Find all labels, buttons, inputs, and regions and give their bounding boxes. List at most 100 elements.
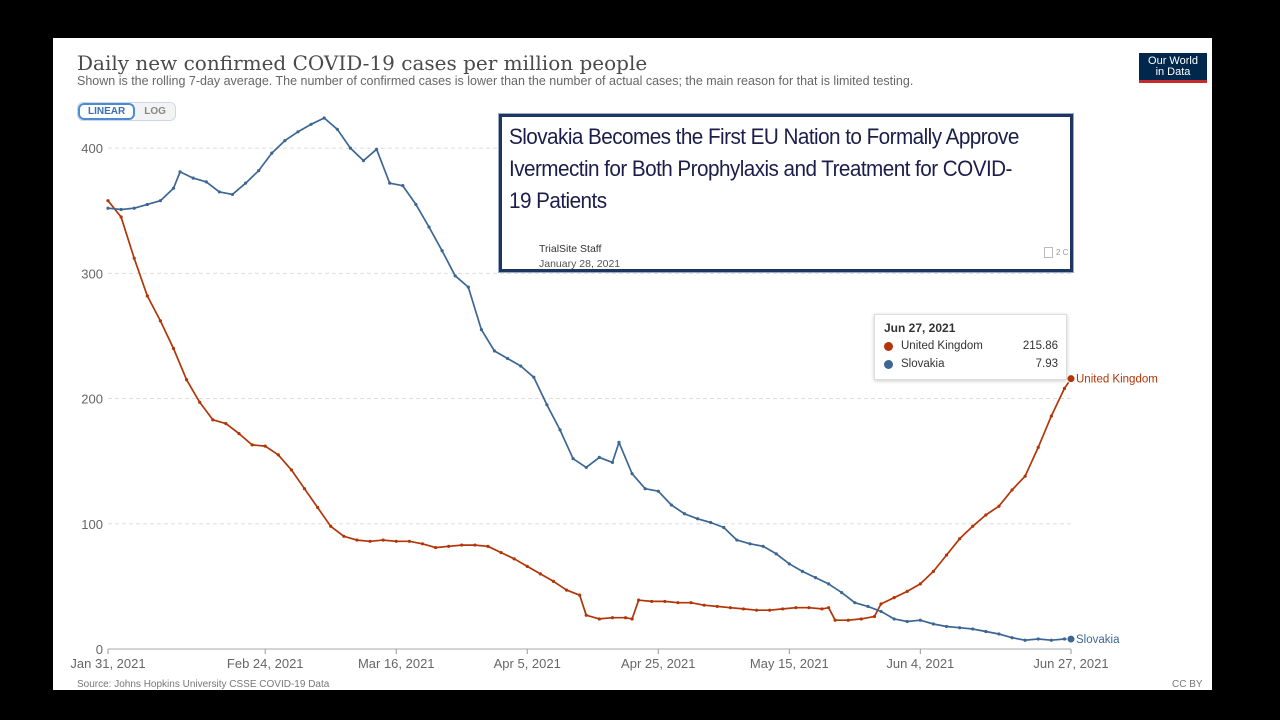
data-point-united-kingdom-63 <box>892 596 896 600</box>
data-point-united-kingdom-13 <box>276 453 280 457</box>
data-point-united-kingdom-11 <box>250 443 254 447</box>
data-point-slovakia-39 <box>610 460 615 465</box>
data-point-united-kingdom-68 <box>958 537 962 541</box>
data-point-slovakia-36 <box>571 457 575 461</box>
data-point-slovakia-33 <box>532 375 536 379</box>
data-point-slovakia-10 <box>230 192 235 197</box>
source-note: Source: Johns Hopkins University CSSE CO… <box>77 679 330 690</box>
news-author: TrialSite Staff <box>539 243 602 255</box>
data-point-slovakia-46 <box>695 517 700 521</box>
series-line-slovakia <box>107 117 1072 642</box>
data-point-united-kingdom-6 <box>185 378 189 382</box>
data-point-united-kingdom-21 <box>381 538 385 542</box>
data-point-united-kingdom-32 <box>525 564 529 568</box>
data-point-united-kingdom-55 <box>807 606 811 610</box>
data-point-united-kingdom-24 <box>420 542 425 546</box>
comment-count: 2 C <box>1056 248 1069 257</box>
data-point-slovakia-31 <box>506 356 510 361</box>
slovakia-legend-dot <box>884 359 893 369</box>
data-point-united-kingdom-39 <box>610 616 615 620</box>
data-point-slovakia-56 <box>827 582 831 586</box>
data-point-united-kingdom-44 <box>663 599 667 604</box>
data-point-slovakia-57 <box>840 591 844 595</box>
data-point-united-kingdom-20 <box>368 539 372 543</box>
line-chart[interactable]: 0 100 200 300 400 Jan 31, 2021 Feb 24, 2021 Mar… <box>53 38 1212 690</box>
data-point-united-kingdom-12 <box>263 444 267 448</box>
data-point-slovakia-45 <box>682 512 687 516</box>
data-point-slovakia-47 <box>709 520 713 525</box>
chart-panel: Daily new confirmed COVID-19 cases per m… <box>53 38 1212 690</box>
data-point-united-kingdom-14 <box>289 468 294 472</box>
data-point-slovakia-20 <box>361 159 366 163</box>
x-tick-label-3: Apr 5, 2021 <box>494 656 561 671</box>
data-point-united-kingdom-1 <box>119 215 123 219</box>
tooltip-value-slovakia: 7.93 <box>1035 358 1058 370</box>
data-point-united-kingdom-66 <box>931 569 936 573</box>
data-point-slovakia-28 <box>466 285 470 289</box>
data-point-slovakia-29 <box>479 328 484 332</box>
data-point-slovakia-69 <box>997 632 1001 636</box>
data-point-united-kingdom-64 <box>905 589 909 593</box>
data-point-united-kingdom-36 <box>578 593 582 597</box>
data-point-slovakia-48 <box>722 525 726 530</box>
data-point-united-kingdom-59 <box>846 618 850 622</box>
data-point-united-kingdom-52 <box>768 608 772 612</box>
data-point-united-kingdom-49 <box>728 606 732 610</box>
data-point-slovakia-15 <box>296 130 300 134</box>
data-point-slovakia-53 <box>787 562 791 566</box>
data-point-slovakia-30 <box>492 349 497 353</box>
owid-logo[interactable]: Our World in Data <box>1139 53 1207 83</box>
data-point-slovakia-40 <box>617 440 621 444</box>
data-point-slovakia-16 <box>309 122 313 126</box>
tooltip-date: Jun 27, 2021 <box>884 321 956 335</box>
data-point-united-kingdom-2 <box>132 256 136 260</box>
data-point-slovakia-61 <box>892 617 896 621</box>
end-marker-slovakia <box>1066 634 1076 644</box>
data-point-united-kingdom-75 <box>1049 414 1053 418</box>
data-point-slovakia-35 <box>558 428 562 432</box>
data-point-united-kingdom-56 <box>820 607 824 611</box>
y-tick-label-0: 0 <box>96 642 103 657</box>
chart-title: Daily new confirmed COVID-19 cases per m… <box>77 51 648 75</box>
data-point-united-kingdom-3 <box>145 294 149 298</box>
data-point-slovakia-13 <box>270 151 274 155</box>
y-tick-label-400: 400 <box>81 141 103 156</box>
data-point-united-kingdom-57 <box>827 606 831 610</box>
data-point-slovakia-60 <box>879 609 883 614</box>
news-date: January 28, 2021 <box>539 258 621 270</box>
data-point-slovakia-58 <box>853 601 857 605</box>
data-point-united-kingdom-17 <box>329 524 333 528</box>
log-button[interactable]: LOG <box>135 103 175 120</box>
linear-button[interactable]: LINEAR <box>78 103 136 120</box>
data-point-slovakia-44 <box>669 503 673 507</box>
data-point-united-kingdom-41 <box>630 617 634 621</box>
data-point-slovakia-23 <box>401 184 405 188</box>
y-tick-label-300: 300 <box>81 266 103 281</box>
data-point-slovakia-3 <box>145 202 149 207</box>
data-point-slovakia-21 <box>374 147 379 151</box>
data-point-united-kingdom-10 <box>237 432 241 436</box>
news-overlay: Slovakia Becomes the First EU Nation to … <box>499 114 1073 272</box>
data-point-slovakia-2 <box>132 206 136 210</box>
data-point-united-kingdom-35 <box>564 588 569 592</box>
data-point-slovakia-68 <box>984 629 988 634</box>
data-point-united-kingdom-70 <box>984 513 988 517</box>
data-point-united-kingdom-69 <box>971 524 975 528</box>
tooltip-value-uk: 215.86 <box>1022 340 1058 352</box>
y-tick-label-200: 200 <box>81 392 103 407</box>
data-point-slovakia-65 <box>944 624 949 629</box>
data-point-united-kingdom-27 <box>460 543 464 547</box>
data-point-united-kingdom-50 <box>741 607 746 611</box>
news-headline: Slovakia Becomes the First EU Nation to … <box>509 124 1019 213</box>
data-point-united-kingdom-26 <box>447 544 451 548</box>
license-note: CC BY <box>1172 679 1203 690</box>
data-point-united-kingdom-18 <box>342 534 346 538</box>
data-point-slovakia-43 <box>656 489 660 493</box>
data-point-slovakia-50 <box>748 542 752 546</box>
data-point-united-kingdom-54 <box>794 606 798 610</box>
data-point-slovakia-17 <box>322 116 326 120</box>
data-point-united-kingdom-22 <box>394 539 398 543</box>
data-point-united-kingdom-38 <box>597 617 601 621</box>
data-point-slovakia-64 <box>931 622 936 626</box>
data-point-slovakia-71 <box>1023 638 1027 642</box>
